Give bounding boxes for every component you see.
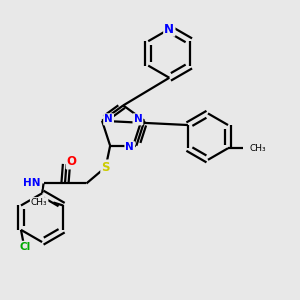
Text: HN: HN [23,178,40,188]
Text: Cl: Cl [19,242,31,252]
Text: N: N [125,142,134,152]
Text: O: O [67,155,77,168]
Text: CH₃: CH₃ [31,198,47,207]
Text: N: N [104,114,113,124]
Text: S: S [101,160,110,174]
Text: N: N [164,22,174,35]
Text: N: N [134,114,142,124]
Text: CH₃: CH₃ [249,144,266,153]
